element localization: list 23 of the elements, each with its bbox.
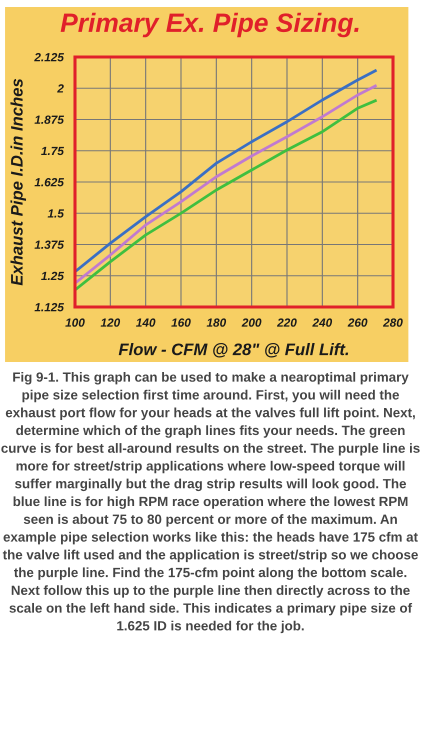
- y-tick-label: 1.375: [34, 240, 64, 249]
- text: Fig 9-1. This graph can be used to make a nearoptimal primary pipe size selection first time around. First, you will need the exhaust port flow for your heads at the valves full lift point. Next, determine which of the graph lines fits your needs. The green curve is for best all-around results on the street. The purple line is more for street/strip applications where low-speed torque will suffer marginally but the drag strip results will look good. The blue line is for high RPM race operation where the lowest RPM seen is about 75 to 80 percent or more of the maximum. An example pipe selection works like this: the heads have 175 cfm at the valve lift used and the application is street/strip so we choose the purple line. Find the 175-cfm point along the bottom scale. Next follow this up to the purple line then directly across to the scale on the left hand side. This indicates a primary pipe size of 1.625 ID is needed for the job.: [1, 372, 420, 634]
- y-tick-label: 2.125: [34, 53, 64, 62]
- y-tick-label: 1.625: [34, 178, 64, 186]
- x-tick-label: 100: [65, 318, 85, 327]
- x-tick-label: 120: [100, 318, 120, 327]
- x-tick-label: 260: [348, 318, 368, 327]
- x-tick-label: 180: [206, 318, 226, 327]
- x-axis-title: Flow - CFM @ 28" @ Full Lift.: [118, 343, 348, 358]
- y-tick-label: 2: [57, 84, 64, 93]
- y-tick-label: 1.125: [34, 303, 64, 312]
- x-tick-label: 200: [242, 318, 262, 327]
- y-tick-label: 1.75: [41, 146, 64, 156]
- x-tick-label: 160: [171, 318, 191, 327]
- x-tick-label: 220: [276, 318, 297, 327]
- y-tick-label: 1.875: [34, 116, 64, 124]
- x-tick-label: 280: [382, 318, 403, 327]
- y-tick-label: 1.25: [41, 272, 64, 280]
- y-axis-title: Exhaust Pipe I.D.in Inches: [10, 78, 26, 286]
- x-tick-label: 240: [312, 318, 332, 327]
- y-tick-label: 1.5: [48, 209, 64, 218]
- x-tick-label: 140: [136, 318, 156, 327]
- chart-title: Primary Ex. Pipe Sizing.: [60, 12, 359, 38]
